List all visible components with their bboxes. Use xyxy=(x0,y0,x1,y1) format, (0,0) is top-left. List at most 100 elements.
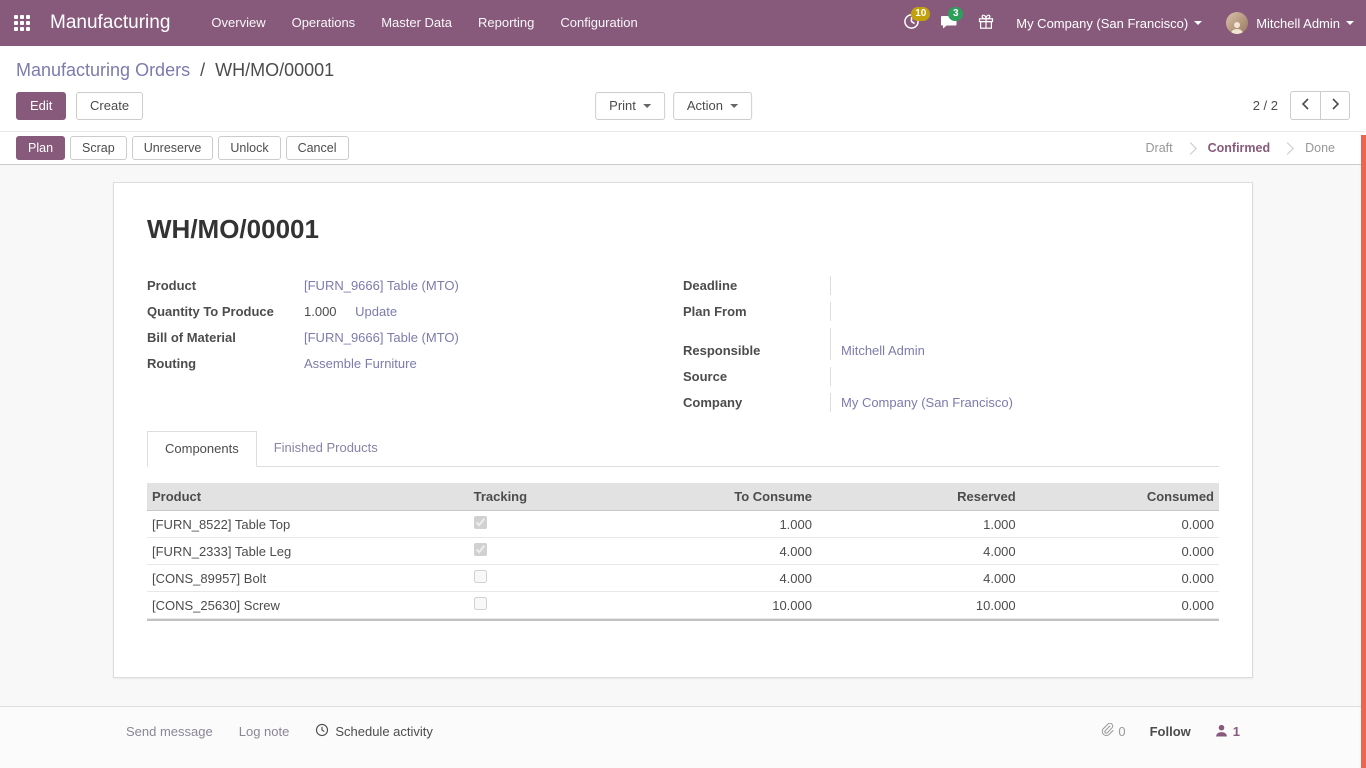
table-row[interactable]: [CONS_25630] Screw 10.000 10.000 0.000 xyxy=(147,592,1219,619)
plan-button[interactable]: Plan xyxy=(16,136,65,160)
cell-product: [FURN_2333] Table Leg xyxy=(147,538,469,565)
right-field-group: Deadline Plan From Responsible Mitchell … xyxy=(683,273,1219,416)
log-note-button[interactable]: Log note xyxy=(239,724,290,739)
field-source: Source xyxy=(683,364,1219,390)
chevron-down-icon xyxy=(1194,21,1202,25)
activities-button[interactable]: 10 xyxy=(893,0,930,46)
tracking-checkbox xyxy=(474,570,487,583)
followers-button[interactable]: 1 xyxy=(1215,724,1240,740)
quantity-value: 1.000 xyxy=(304,304,337,319)
cell-product: [FURN_8522] Table Top xyxy=(147,511,469,538)
apps-menu-button[interactable] xyxy=(0,0,44,46)
cell-consumed: 0.000 xyxy=(1021,592,1219,619)
navbar-systray: 10 3 My Company (San Francisco) Mitchell… xyxy=(893,0,1366,46)
notebook-tabs: Components Finished Products xyxy=(147,431,1219,467)
cell-reserved: 10.000 xyxy=(817,592,1021,619)
header-product[interactable]: Product xyxy=(147,483,469,511)
schedule-activity-button[interactable]: Schedule activity xyxy=(315,723,433,740)
company-switcher[interactable]: My Company (San Francisco) xyxy=(1004,0,1214,46)
responsible-link[interactable]: Mitchell Admin xyxy=(841,343,925,358)
cell-consumed: 0.000 xyxy=(1021,511,1219,538)
company-link[interactable]: My Company (San Francisco) xyxy=(841,395,1013,410)
edit-button[interactable]: Edit xyxy=(16,92,66,120)
cell-reserved: 4.000 xyxy=(817,565,1021,592)
follower-count: 1 xyxy=(1233,724,1240,739)
menu-reporting[interactable]: Reporting xyxy=(465,0,547,46)
state-done[interactable]: Done xyxy=(1288,132,1352,165)
routing-link[interactable]: Assemble Furniture xyxy=(304,356,417,371)
schedule-activity-label: Schedule activity xyxy=(335,724,433,739)
tab-finished-products[interactable]: Finished Products xyxy=(257,431,395,467)
action-menus: Print Action xyxy=(595,92,752,120)
unreserve-button[interactable]: Unreserve xyxy=(132,136,214,160)
action-dropdown[interactable]: Action xyxy=(673,92,752,120)
tracking-checkbox xyxy=(474,516,487,529)
cell-to-consume: 4.000 xyxy=(603,538,817,565)
table-row[interactable]: [FURN_2333] Table Leg 4.000 4.000 0.000 xyxy=(147,538,1219,565)
app-title[interactable]: Manufacturing xyxy=(50,12,170,34)
tab-components[interactable]: Components xyxy=(147,431,257,467)
action-label: Action xyxy=(687,98,723,114)
menu-configuration[interactable]: Configuration xyxy=(547,0,650,46)
tracking-checkbox xyxy=(474,543,487,556)
header-consumed[interactable]: Consumed xyxy=(1021,483,1219,511)
user-avatar xyxy=(1226,12,1248,34)
create-button[interactable]: Create xyxy=(76,92,143,120)
left-field-group: Product [FURN_9666] Table (MTO) Quantity… xyxy=(147,273,683,416)
messages-button[interactable]: 3 xyxy=(930,0,968,46)
field-label: Plan From xyxy=(683,302,831,321)
scrollbar-thumb[interactable] xyxy=(1361,135,1366,768)
pager-next-button[interactable] xyxy=(1320,91,1350,120)
pager: 2 / 2 xyxy=(1253,91,1350,120)
cell-consumed: 0.000 xyxy=(1021,565,1219,592)
pager-previous-button[interactable] xyxy=(1290,91,1320,120)
clock-icon xyxy=(315,723,329,740)
header-reserved[interactable]: Reserved xyxy=(817,483,1021,511)
scrap-button[interactable]: Scrap xyxy=(70,136,127,160)
control-panel: Edit Create Print Action 2 / 2 xyxy=(0,86,1366,131)
cell-to-consume: 1.000 xyxy=(603,511,817,538)
source-value xyxy=(831,367,841,386)
form-sheet: WH/MO/00001 Product [FURN_9666] Table (M… xyxy=(113,182,1253,678)
cell-reserved: 1.000 xyxy=(817,511,1021,538)
state-pipeline: Draft Confirmed Done xyxy=(1129,132,1366,164)
menu-master-data[interactable]: Master Data xyxy=(368,0,465,46)
product-link[interactable]: [FURN_9666] Table (MTO) xyxy=(304,278,459,293)
breadcrumb-parent-link[interactable]: Manufacturing Orders xyxy=(16,60,190,80)
table-row[interactable]: [FURN_8522] Table Top 1.000 1.000 0.000 xyxy=(147,511,1219,538)
follow-button[interactable]: Follow xyxy=(1150,724,1191,739)
state-confirmed[interactable]: Confirmed xyxy=(1191,132,1288,165)
field-quantity: Quantity To Produce 1.000 Update xyxy=(147,299,683,325)
table-row[interactable]: [CONS_89957] Bolt 4.000 4.000 0.000 xyxy=(147,565,1219,592)
apps-grid-icon xyxy=(14,15,30,31)
update-quantity-link[interactable]: Update xyxy=(355,304,397,319)
print-dropdown[interactable]: Print xyxy=(595,92,665,120)
chevron-right-icon xyxy=(1331,98,1340,113)
status-bar: Plan Scrap Unreserve Unlock Cancel Draft… xyxy=(0,131,1366,165)
state-draft[interactable]: Draft xyxy=(1129,132,1190,165)
pager-count: 2 / 2 xyxy=(1253,98,1278,113)
breadcrumb-current: WH/MO/00001 xyxy=(215,60,334,80)
chevron-down-icon xyxy=(730,104,738,108)
gift-button[interactable] xyxy=(968,0,1004,46)
header-to-consume[interactable]: To Consume xyxy=(603,483,817,511)
attachments-button[interactable]: 0 xyxy=(1100,723,1125,740)
menu-operations[interactable]: Operations xyxy=(279,0,369,46)
cell-to-consume: 10.000 xyxy=(603,592,817,619)
chevron-down-icon xyxy=(643,104,651,108)
bom-link[interactable]: [FURN_9666] Table (MTO) xyxy=(304,330,459,345)
cell-product: [CONS_25630] Screw xyxy=(147,592,469,619)
send-message-button[interactable]: Send message xyxy=(126,724,213,739)
field-deadline: Deadline xyxy=(683,273,1219,299)
unlock-button[interactable]: Unlock xyxy=(218,136,280,160)
menu-overview[interactable]: Overview xyxy=(198,0,278,46)
field-company: Company My Company (San Francisco) xyxy=(683,390,1219,416)
cell-product: [CONS_89957] Bolt xyxy=(147,565,469,592)
field-label: Routing xyxy=(147,354,304,373)
header-tracking[interactable]: Tracking xyxy=(469,483,603,511)
cancel-button[interactable]: Cancel xyxy=(286,136,349,160)
chevron-down-icon xyxy=(1346,21,1354,25)
user-menu[interactable]: Mitchell Admin xyxy=(1214,0,1366,46)
user-name: Mitchell Admin xyxy=(1256,16,1340,31)
table-header-row: Product Tracking To Consume Reserved Con… xyxy=(147,483,1219,511)
